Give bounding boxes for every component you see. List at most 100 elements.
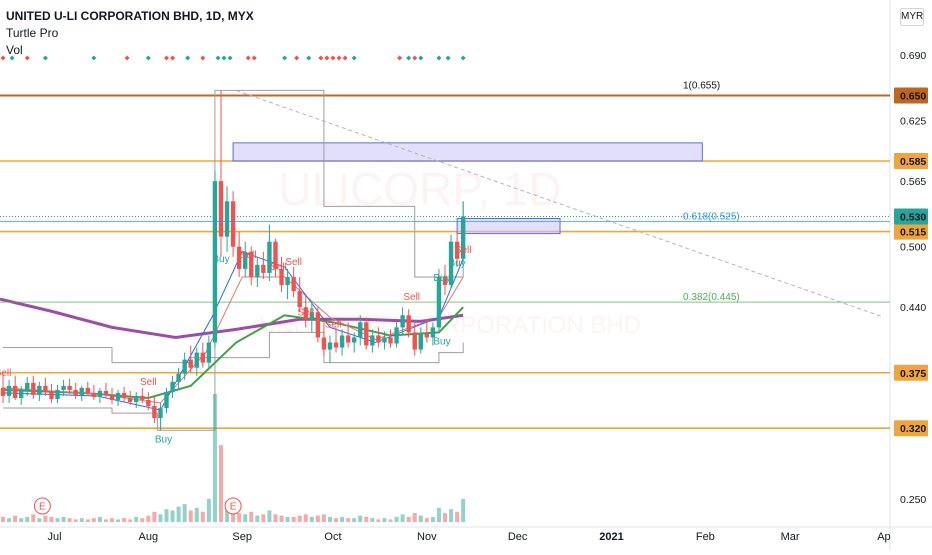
candle-body	[0, 387, 6, 396]
x-tick-label: Dec	[508, 531, 528, 543]
y-tick-label: 0.565	[900, 176, 926, 188]
x-tick-label: 2021	[599, 531, 623, 543]
candle-body	[49, 391, 54, 399]
volume-bar	[37, 518, 42, 522]
price-tag-bg	[894, 420, 928, 437]
volume-bar	[31, 514, 36, 522]
candle-body	[212, 181, 218, 343]
candle-body	[370, 335, 375, 346]
candle	[406, 309, 411, 338]
candle-body	[406, 315, 411, 333]
candle	[91, 384, 97, 400]
sell-marker	[342, 55, 348, 61]
last-price-tag-bg	[894, 208, 928, 225]
volume-bar	[285, 516, 290, 522]
candle-body	[279, 268, 284, 286]
sell-signal-label: Sell	[270, 262, 287, 273]
buy-marker	[406, 55, 412, 61]
candle-body	[103, 390, 109, 395]
candle	[188, 345, 193, 373]
volume-bar	[231, 509, 236, 522]
candle	[0, 372, 6, 403]
candle	[370, 329, 375, 353]
symbol-title[interactable]: UNITED U-LI CORPORATION BHD, 1D, MYX	[6, 9, 254, 23]
sell-signal-label: Sell	[455, 245, 472, 256]
volume-bar	[170, 510, 175, 522]
x-tick-label: Mar	[781, 531, 800, 543]
candle	[230, 191, 236, 257]
volume-bar	[103, 519, 108, 522]
candle-body	[146, 399, 151, 407]
candle-body	[364, 322, 369, 346]
candle	[43, 377, 48, 396]
volume-bar	[91, 518, 96, 522]
volume-bar	[97, 516, 102, 522]
candle	[25, 376, 30, 396]
volume-bar	[297, 515, 302, 522]
volume-bar	[146, 515, 151, 522]
volume-bar	[7, 518, 12, 522]
candle	[279, 256, 284, 293]
candle-body	[321, 337, 327, 350]
buy-signal-label: Buy	[433, 273, 450, 284]
candle-body	[127, 397, 133, 402]
sell-marker	[294, 55, 300, 61]
candle-body	[109, 394, 115, 400]
buy-marker	[91, 55, 97, 61]
fib-label: 0.618(0.525)	[683, 212, 740, 223]
earnings-badge[interactable]: E	[33, 497, 51, 515]
channel-upper-line	[3, 89, 464, 364]
candle-body	[152, 406, 157, 419]
candle	[176, 367, 181, 390]
buy-marker	[445, 55, 451, 61]
candle	[442, 264, 448, 296]
candle-body	[261, 264, 266, 273]
candle-body	[85, 387, 90, 393]
candle	[243, 241, 248, 277]
candle	[388, 329, 393, 348]
volume-bar	[315, 515, 320, 522]
candle	[67, 378, 72, 394]
candle	[460, 201, 466, 262]
candle	[297, 276, 302, 313]
volume-bar	[13, 515, 18, 522]
channel-lower-line	[3, 331, 464, 431]
x-tick-label: Ap	[877, 531, 890, 543]
supply-zone-1	[232, 142, 703, 162]
sell-marker	[412, 55, 418, 61]
ma-short-line	[2, 276, 464, 404]
earnings-badge[interactable]: E	[224, 497, 242, 515]
x-tick-label: Sep	[232, 531, 252, 543]
candle-body	[376, 335, 381, 343]
indicator-volume[interactable]: Vol	[6, 43, 23, 57]
candle	[134, 391, 139, 409]
candle	[255, 256, 260, 288]
sell-marker	[200, 55, 206, 61]
buy-signal-label: Buy	[212, 254, 229, 265]
price-tag-bg	[894, 153, 928, 169]
price-tag: 0.320	[894, 420, 928, 437]
candle	[327, 335, 333, 363]
indicator-turtle-pro[interactable]: Turtle Pro	[6, 26, 59, 40]
candle-body	[297, 291, 302, 308]
volume-bar	[424, 518, 429, 522]
volume-bar	[110, 518, 115, 522]
candle	[400, 307, 405, 336]
volume-bar	[406, 516, 411, 522]
volume-bar	[261, 514, 266, 522]
candle	[140, 387, 145, 403]
earnings-label: E	[230, 502, 237, 513]
candle	[121, 386, 127, 402]
buy-marker	[221, 55, 227, 61]
price-tag-label: 0.375	[900, 368, 926, 380]
volume-bar	[249, 511, 254, 522]
candle-body	[339, 335, 345, 348]
candle	[73, 382, 78, 399]
volume-bar	[303, 514, 308, 522]
x-tick-label: Feb	[696, 531, 715, 543]
candle	[236, 231, 242, 277]
candle	[382, 331, 387, 350]
currency-button[interactable]: MYR	[900, 8, 924, 26]
